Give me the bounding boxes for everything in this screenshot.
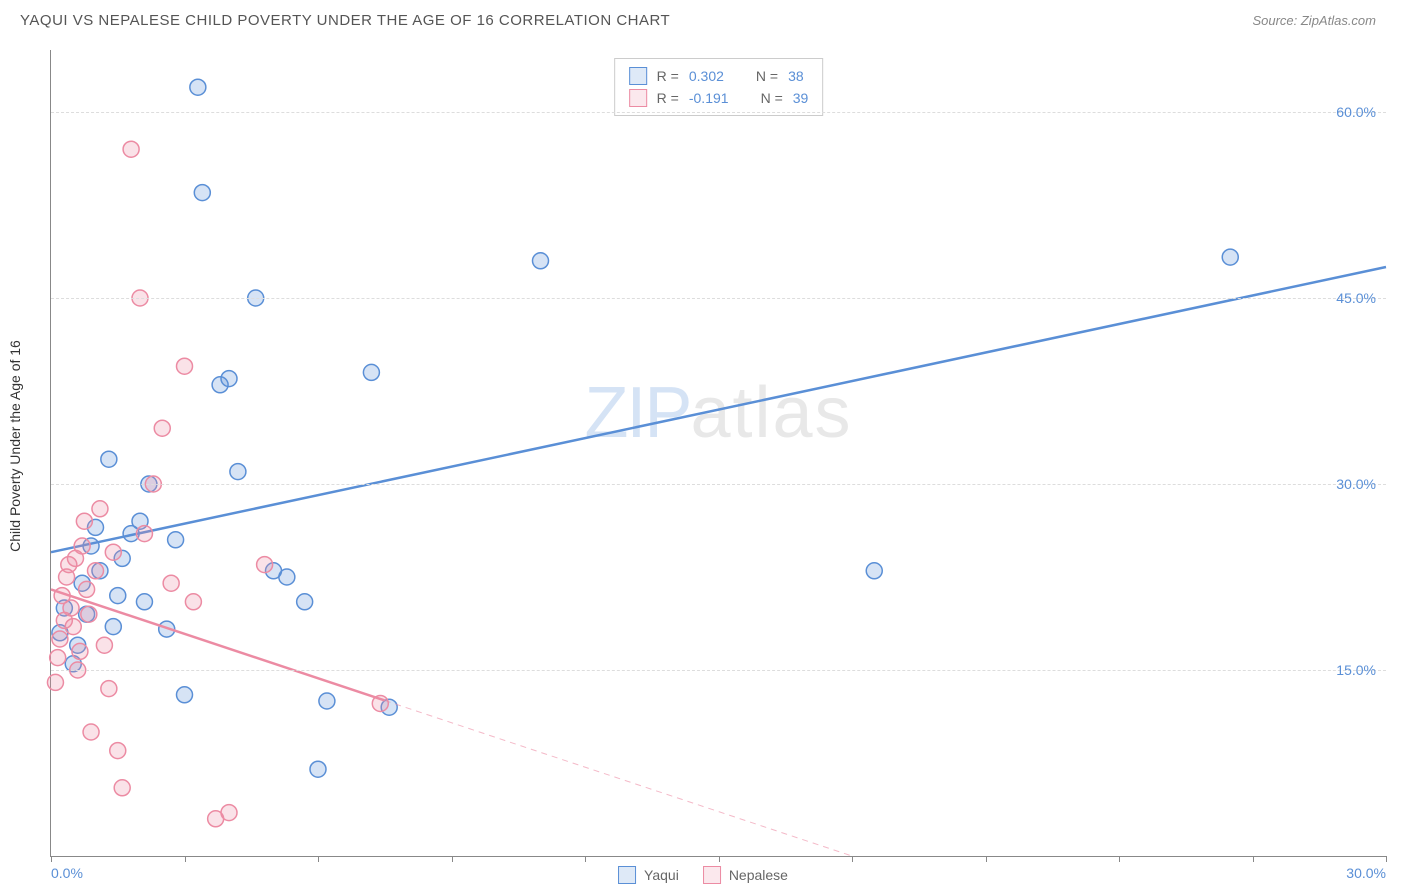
legend-label: Yaqui — [644, 867, 679, 883]
gridline — [51, 670, 1386, 671]
stats-row: R = -0.191 N = 39 — [629, 87, 809, 109]
scatter-point — [101, 451, 117, 467]
correlation-stats-legend: R = 0.302 N = 38 R = -0.191 N = 39 — [614, 58, 824, 116]
gridline — [51, 298, 1386, 299]
n-label: N = — [761, 90, 783, 106]
scatter-point — [177, 687, 193, 703]
scatter-point — [123, 141, 139, 157]
source-attribution: Source: ZipAtlas.com — [1252, 13, 1376, 28]
y-tick-label: 45.0% — [1336, 290, 1376, 306]
scatter-point — [105, 544, 121, 560]
scatter-point — [96, 637, 112, 653]
scatter-point — [257, 557, 273, 573]
scatter-point — [88, 563, 104, 579]
legend-swatch — [629, 89, 647, 107]
scatter-point — [136, 594, 152, 610]
scatter-point — [72, 643, 88, 659]
scatter-point — [63, 600, 79, 616]
scatter-point — [185, 594, 201, 610]
r-value: -0.191 — [689, 90, 729, 106]
scatter-point — [190, 79, 206, 95]
x-tick — [1119, 856, 1120, 862]
scatter-point — [1222, 249, 1238, 265]
x-tick — [185, 856, 186, 862]
x-tick — [585, 856, 586, 862]
legend-item: Nepalese — [703, 866, 788, 884]
gridline — [51, 112, 1386, 113]
x-tick — [852, 856, 853, 862]
legend-swatch — [618, 866, 636, 884]
scatter-point — [47, 674, 63, 690]
y-tick-label: 15.0% — [1336, 662, 1376, 678]
x-tick-label: 30.0% — [1346, 865, 1386, 881]
scatter-point — [168, 532, 184, 548]
scatter-point — [297, 594, 313, 610]
scatter-point — [52, 631, 68, 647]
scatter-point — [81, 606, 97, 622]
scatter-point — [363, 364, 379, 380]
x-tick — [1386, 856, 1387, 862]
regression-line-extrapolated — [385, 700, 852, 856]
scatter-point — [114, 780, 130, 796]
scatter-point — [110, 588, 126, 604]
r-label: R = — [657, 90, 679, 106]
x-tick — [51, 856, 52, 862]
legend-swatch — [629, 67, 647, 85]
scatter-point — [101, 681, 117, 697]
scatter-point — [533, 253, 549, 269]
scatter-point — [79, 581, 95, 597]
n-value: 38 — [788, 68, 804, 84]
scatter-point — [319, 693, 335, 709]
scatter-point — [221, 805, 237, 821]
scatter-point — [65, 619, 81, 635]
scatter-point — [92, 501, 108, 517]
x-tick-label: 0.0% — [51, 865, 83, 881]
y-axis-label: Child Poverty Under the Age of 16 — [7, 340, 23, 552]
scatter-point — [154, 420, 170, 436]
series-legend: Yaqui Nepalese — [618, 866, 788, 884]
scatter-point — [310, 761, 326, 777]
scatter-plot-svg — [51, 50, 1386, 856]
scatter-point — [83, 724, 99, 740]
legend-swatch — [703, 866, 721, 884]
stats-row: R = 0.302 N = 38 — [629, 65, 809, 87]
regression-line — [51, 267, 1386, 552]
scatter-point — [136, 526, 152, 542]
scatter-point — [177, 358, 193, 374]
scatter-point — [110, 743, 126, 759]
scatter-point — [74, 538, 90, 554]
x-tick — [986, 856, 987, 862]
legend-item: Yaqui — [618, 866, 679, 884]
scatter-point — [50, 650, 66, 666]
x-tick — [719, 856, 720, 862]
x-tick — [1253, 856, 1254, 862]
x-tick — [452, 856, 453, 862]
r-value: 0.302 — [689, 68, 724, 84]
n-label: N = — [756, 68, 778, 84]
scatter-point — [221, 371, 237, 387]
scatter-point — [163, 575, 179, 591]
chart-title: YAQUI VS NEPALESE CHILD POVERTY UNDER TH… — [20, 12, 670, 29]
chart-plot-area: ZIPatlas R = 0.302N = 38R = -0.191N = 39… — [50, 50, 1386, 857]
scatter-point — [194, 185, 210, 201]
y-tick-label: 30.0% — [1336, 476, 1376, 492]
x-tick — [318, 856, 319, 862]
r-label: R = — [657, 68, 679, 84]
scatter-point — [105, 619, 121, 635]
scatter-point — [230, 464, 246, 480]
n-value: 39 — [793, 90, 809, 106]
scatter-point — [279, 569, 295, 585]
y-tick-label: 60.0% — [1336, 104, 1376, 120]
scatter-point — [76, 513, 92, 529]
gridline — [51, 484, 1386, 485]
legend-label: Nepalese — [729, 867, 788, 883]
scatter-point — [866, 563, 882, 579]
